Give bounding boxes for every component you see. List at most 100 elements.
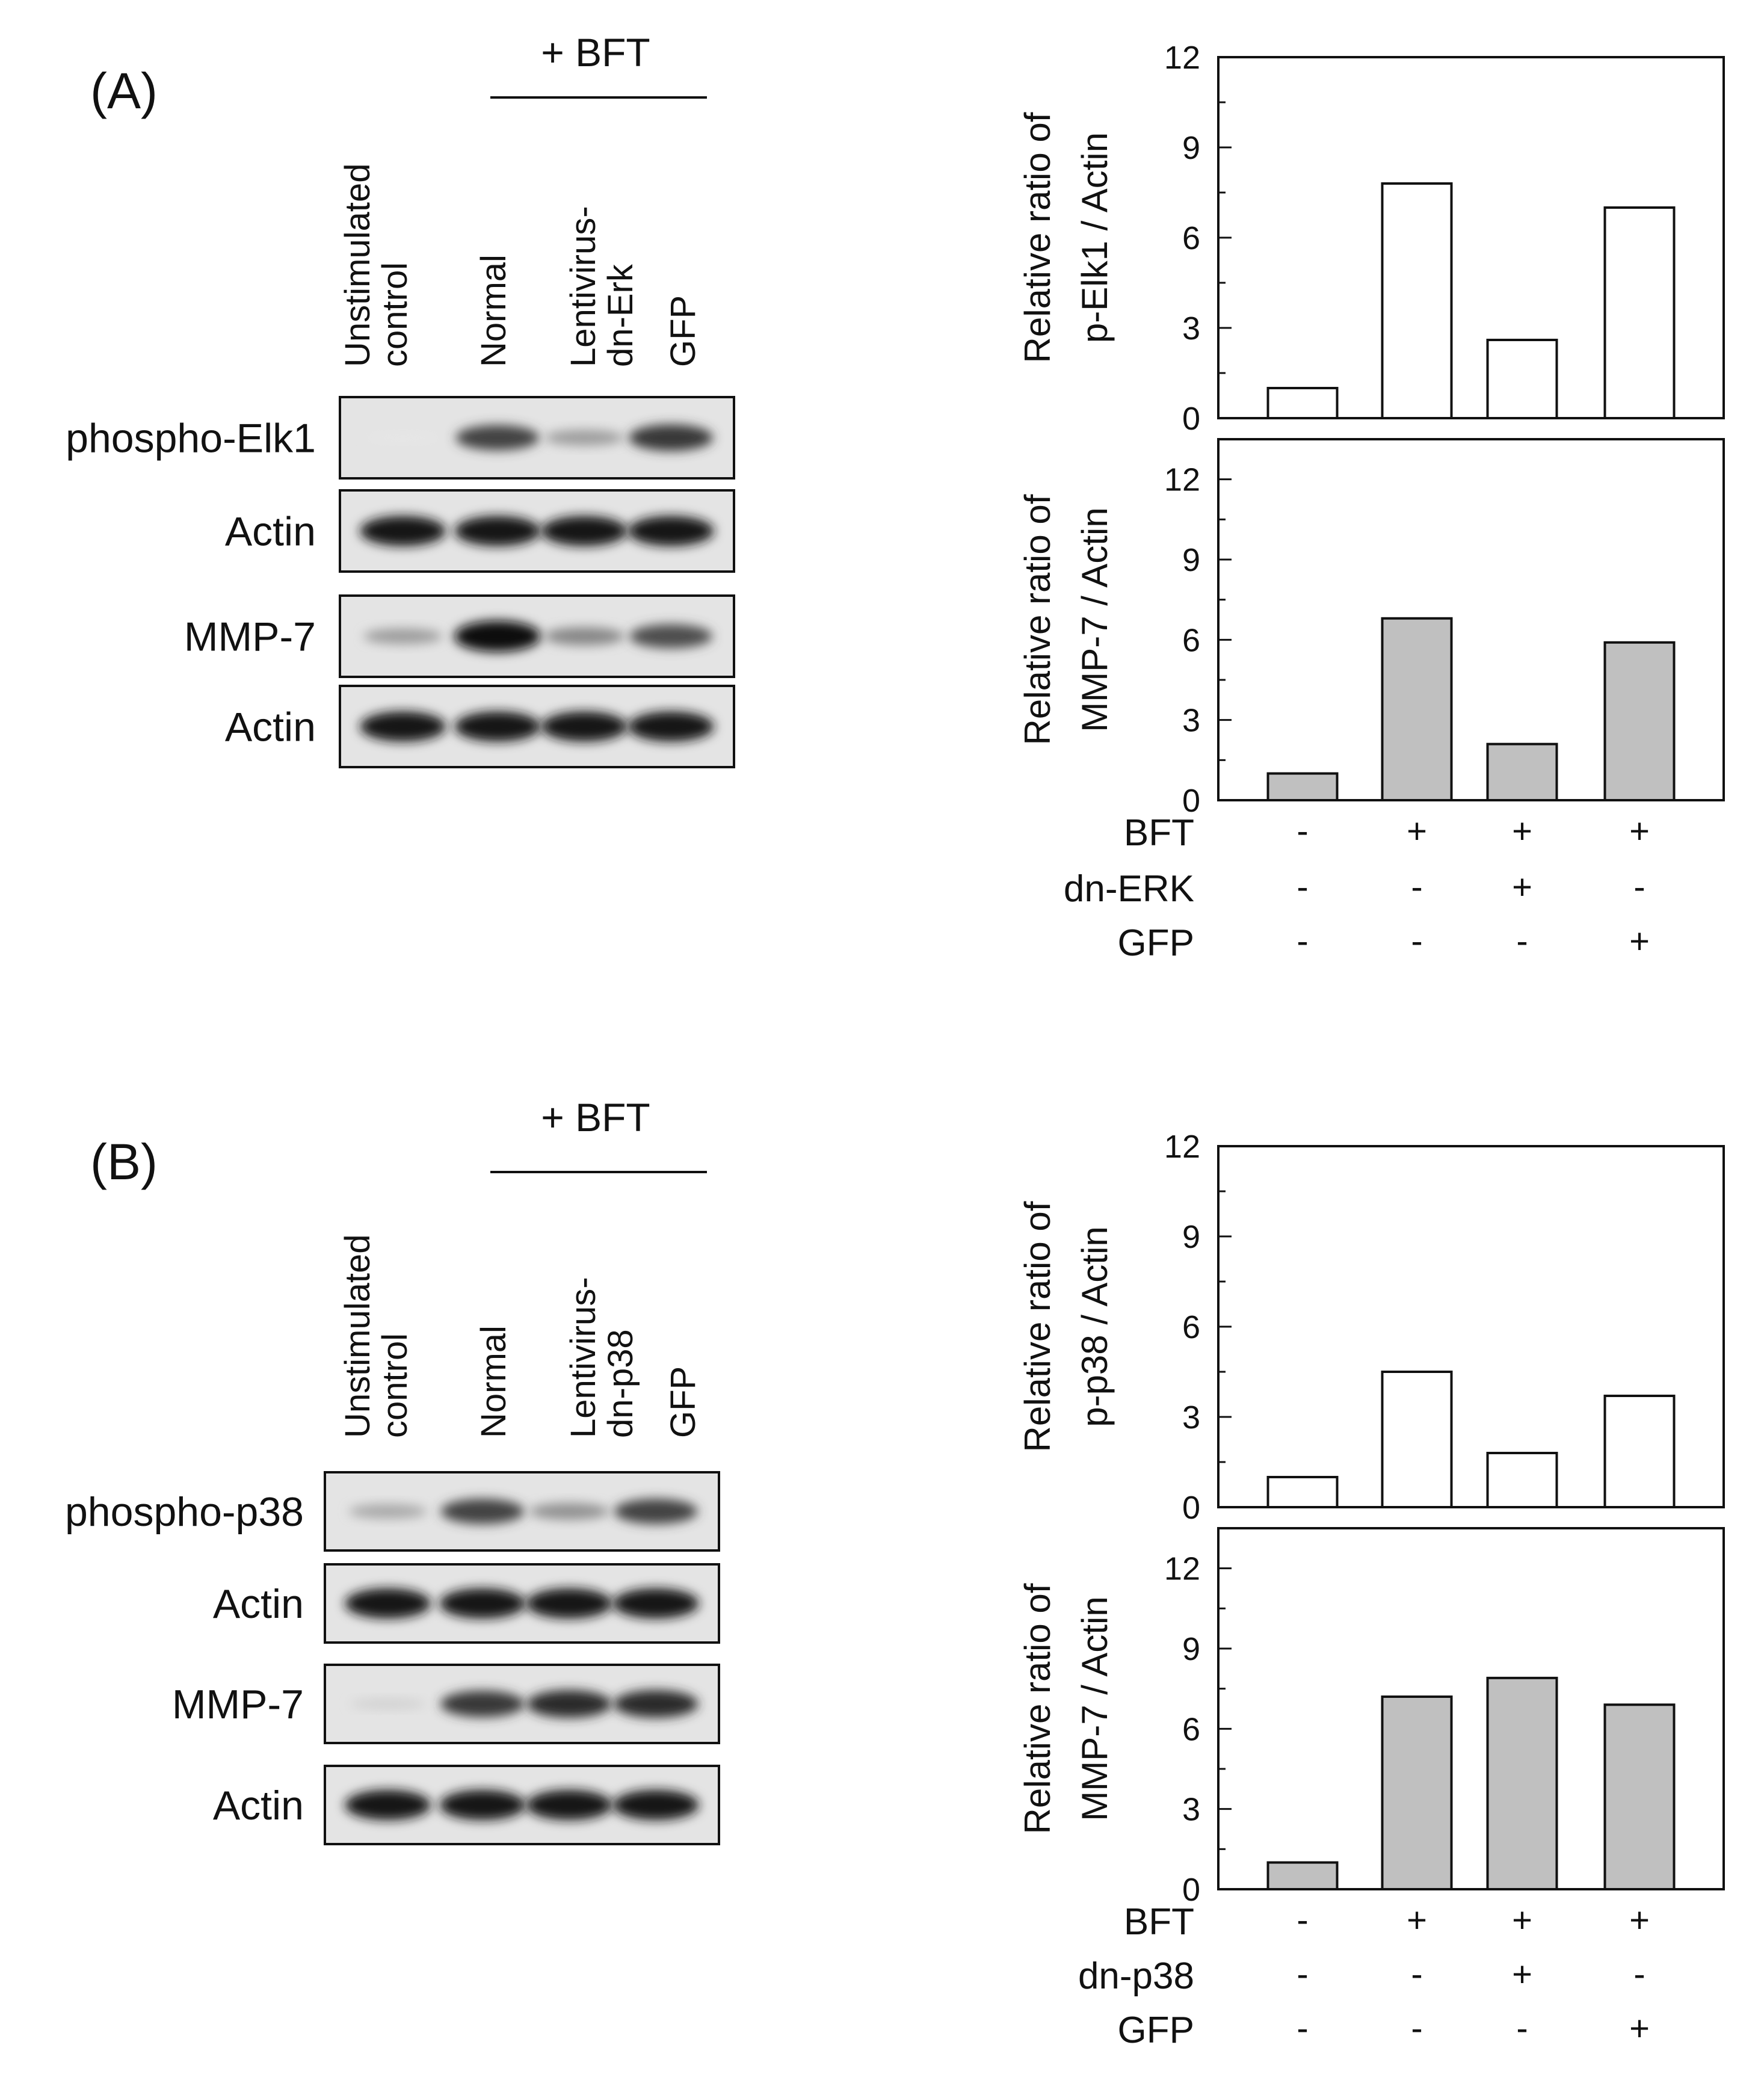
bar [1486, 742, 1558, 801]
y-tick-label: 6 [1182, 1309, 1200, 1345]
blot-band [360, 516, 446, 546]
blot-row-label: Actin [225, 509, 316, 555]
plot-frame [1217, 438, 1725, 801]
lane-label-line: Normal [474, 255, 513, 367]
condition-sign: + [1629, 812, 1650, 851]
y-tick-label: 9 [1182, 1219, 1200, 1255]
lane-label-line: Normal [474, 1325, 513, 1438]
bar [1486, 1452, 1558, 1508]
blot-band [541, 711, 628, 742]
blot-band [455, 425, 540, 451]
blot-row-label: phospho-p38 [65, 1489, 304, 1535]
blot-band [348, 1504, 427, 1519]
condition-label: dn-p38 [1078, 1955, 1194, 1997]
lane-label-line: control [375, 262, 415, 367]
blot-band [529, 1503, 609, 1520]
blot-strip [324, 1664, 720, 1744]
blot-band [612, 1790, 699, 1820]
bar [1486, 339, 1558, 419]
blot-strip [339, 594, 735, 678]
blot-band [454, 516, 541, 546]
treatment-label: + BFT [541, 30, 650, 75]
blot-band [365, 434, 440, 442]
condition-sign: - [1516, 922, 1528, 961]
lane-label-line: dn-Erk [601, 264, 640, 367]
condition-label: BFT [1124, 1901, 1194, 1943]
lane-label-line: Unstimulated [338, 164, 377, 367]
lane-label: GFP [664, 295, 703, 367]
blot-band [629, 424, 714, 451]
lane-label-line: Unstimulated [338, 1235, 377, 1438]
bar [1603, 1703, 1676, 1890]
condition-sign: - [1297, 1901, 1308, 1940]
blot-strip [339, 685, 735, 768]
blot-band [544, 430, 624, 446]
blot-band [440, 1499, 525, 1524]
blot-band [526, 1588, 612, 1618]
bar [1381, 182, 1453, 419]
condition-sign: - [1411, 922, 1422, 961]
blot-band [439, 1790, 526, 1820]
blot-strip [324, 1765, 720, 1845]
blot-band [628, 711, 714, 742]
y-tick-label: 3 [1182, 1399, 1200, 1436]
blot-band [345, 1588, 431, 1618]
bar [1381, 1695, 1453, 1890]
y-tick-label: 9 [1182, 1631, 1200, 1667]
condition-sign: + [1512, 1901, 1532, 1940]
y-axis-label: Relative ratio of [1017, 494, 1058, 745]
y-tick-label: 3 [1182, 310, 1200, 347]
lane-label-line: Lentivirus- [564, 206, 603, 367]
y-axis-label: p-Elk1 / Actin [1075, 132, 1115, 343]
condition-sign: + [1629, 2009, 1650, 2048]
y-tick-label: 6 [1182, 1711, 1200, 1747]
bar [1266, 1476, 1339, 1508]
blot-band [363, 628, 443, 644]
bar-chart: 0 3 6 9 12 Relative ratio of p-p38 / Actin [1017, 1129, 1725, 1526]
y-axis-label: p-p38 / Actin [1075, 1226, 1115, 1427]
y-tick-label: 12 [1164, 1129, 1200, 1165]
condition-sign: + [1629, 1901, 1650, 1940]
blot-band [544, 627, 624, 646]
blot-band [613, 1690, 699, 1718]
condition-sign: - [1297, 922, 1308, 961]
lane-label-line: Lentivirus- [564, 1277, 603, 1438]
lane-label: Normal [474, 1325, 513, 1438]
blot-band [360, 711, 446, 742]
blot-band [526, 1690, 612, 1718]
blot-band [612, 1588, 699, 1618]
blot-strip [339, 489, 735, 573]
y-tick-label: 0 [1182, 783, 1200, 819]
condition-sign: + [1512, 1955, 1532, 1994]
condition-sign: - [1411, 2009, 1422, 2048]
blot-strip [339, 396, 735, 480]
blot-band [454, 711, 541, 742]
y-tick-label: 3 [1182, 1792, 1200, 1828]
y-axis-label: Relative ratio of [1017, 1583, 1058, 1834]
y-tick-label: 12 [1164, 40, 1200, 76]
condition-sign: - [1297, 1955, 1308, 1994]
blot-strip [324, 1471, 720, 1552]
blot-band [628, 516, 714, 546]
blot-row-label: phospho-Elk1 [66, 416, 316, 461]
condition-sign: - [1297, 868, 1308, 907]
bar [1381, 617, 1453, 802]
blot-band [440, 1691, 525, 1717]
lane-label-line: GFP [664, 295, 703, 367]
bar [1603, 641, 1676, 802]
y-axis-label: Relative ratio of [1017, 112, 1058, 363]
y-axis-label: Relative ratio of [1017, 1201, 1058, 1452]
y-axis-label: MMP-7 / Actin [1075, 507, 1115, 732]
blot-band [614, 1499, 698, 1524]
condition-label: GFP [1118, 922, 1194, 964]
lane-label: Normal [474, 255, 513, 367]
bar [1381, 1371, 1453, 1508]
blot-strip [324, 1563, 720, 1644]
bar [1266, 772, 1339, 801]
lane-label: Lentivirus-dn-Erk [564, 206, 640, 367]
blot-band [541, 516, 628, 546]
